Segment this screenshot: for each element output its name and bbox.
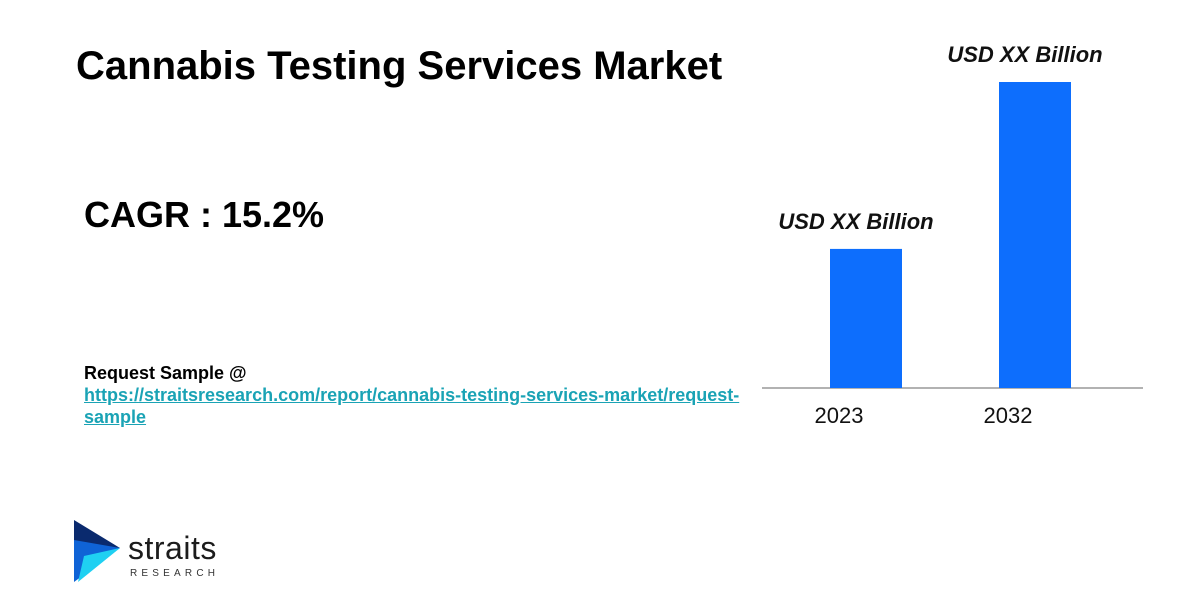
data-label-2023: USD XX Billion — [778, 209, 933, 234]
x-tick-2032: 2032 — [984, 403, 1033, 428]
request-sample-block: Request Sample @ https://straitsresearch… — [84, 362, 764, 428]
data-label-2032: USD XX Billion — [947, 42, 1102, 67]
bar-2023 — [830, 248, 902, 388]
logo-subtitle: RESEARCH — [130, 568, 220, 579]
straits-research-logo: straits RESEARCH — [72, 518, 242, 584]
bar-2032 — [999, 82, 1071, 388]
page-title: Cannabis Testing Services Market — [76, 44, 723, 88]
x-tick-2023: 2023 — [815, 403, 864, 428]
request-sample-label: Request Sample @ — [84, 363, 247, 383]
cagr-label: CAGR : 15.2% — [84, 194, 325, 235]
logo-wordmark: straits — [128, 530, 217, 566]
request-sample-link[interactable]: https://straitsresearch.com/report/canna… — [84, 385, 740, 427]
straits-arrow-logo-icon — [74, 520, 120, 582]
